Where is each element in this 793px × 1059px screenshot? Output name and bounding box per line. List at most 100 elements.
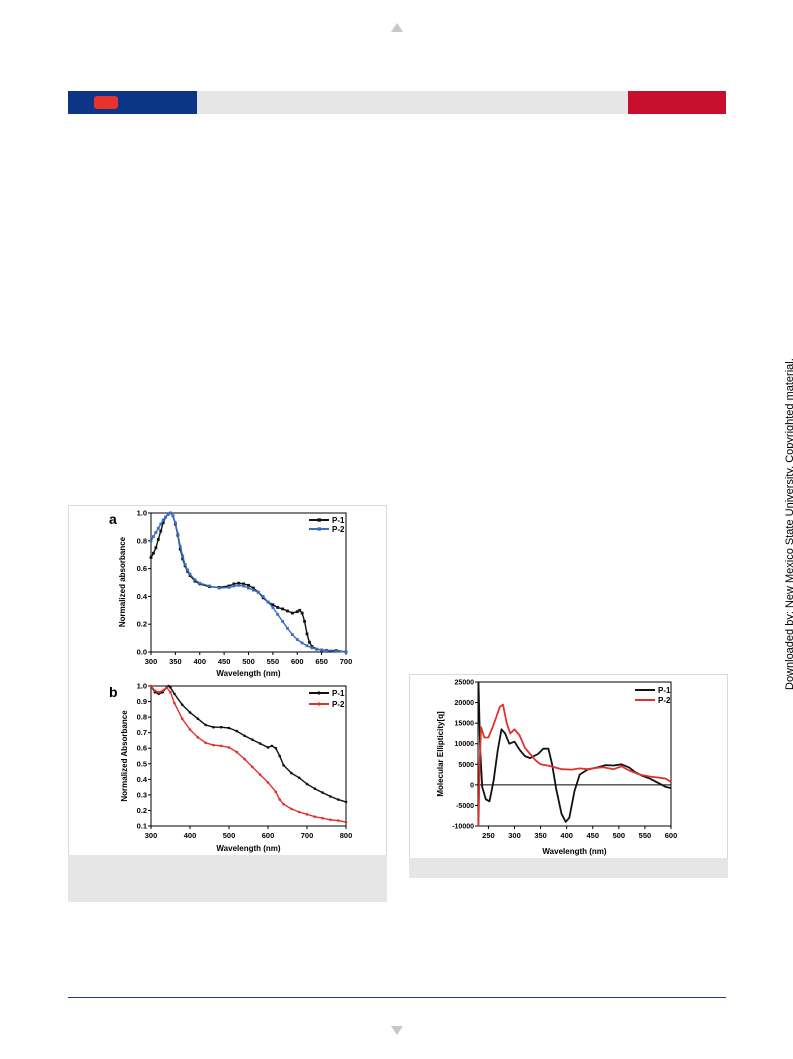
y-tick-label-b: 0.5: [137, 759, 147, 768]
data-point-b-p-2: [219, 744, 223, 748]
y-tick-label-b: 0.7: [137, 728, 147, 737]
y-tick-label-cd: -10000: [452, 824, 474, 831]
data-point-a-p-2: [300, 641, 304, 645]
data-point-b-p-1: [297, 776, 301, 780]
data-point-b-p-1: [227, 726, 231, 730]
data-point-b-p-2: [313, 815, 317, 818]
data-point-a-p-1: [300, 611, 304, 615]
data-point-b-p-2: [212, 743, 215, 747]
data-point-b-p-1: [329, 795, 332, 798]
y-tick-label-b: 0.4: [137, 775, 148, 784]
data-point-b-p-1: [336, 798, 340, 801]
data-point-b-p-2: [157, 690, 161, 694]
x-tick-label-cd: 500: [613, 831, 626, 840]
cd-figure: 250 300 350 400 450 500 550 600 -10000 -5000 0 5000…: [409, 674, 728, 859]
data-point-a-p-2: [166, 512, 170, 516]
data-point-a-p-2: [208, 584, 211, 588]
x-tick-label-a: 400: [193, 657, 206, 666]
y-tick-label-b: 0.6: [137, 744, 147, 753]
data-point-b-p-1: [321, 791, 324, 794]
page-down-icon[interactable]: [391, 1026, 403, 1035]
x-tick-label-cd: 400: [560, 831, 573, 840]
data-point-b-p-2: [344, 820, 348, 824]
data-point-a-p-2: [149, 539, 153, 543]
absorbance-figure-svg: a 300 350 400 450 500 550 600 650 700 0.0 0.2 0.4 0.6…: [109, 509, 353, 854]
x-tick-label-cd: 600: [665, 831, 678, 840]
data-point-a-p-2: [161, 518, 165, 522]
data-point-b-p-2: [278, 798, 281, 801]
x-tick-label-b: 700: [301, 831, 314, 840]
download-watermark: Downloaded by: New Mexico State Universi…: [784, 358, 793, 690]
x-tick-label-a: 700: [340, 657, 353, 666]
y-tick-label-cd: -5000: [456, 803, 474, 810]
y-axis-title-a: Normalized absorbance: [118, 536, 127, 627]
page-up-icon[interactable]: [391, 23, 403, 32]
data-point-a-p-2: [320, 648, 324, 652]
data-point-a-p-2: [152, 535, 155, 539]
legend-marker-a-p-1: [317, 518, 321, 522]
data-point-a-p-2: [178, 544, 182, 548]
data-point-b-p-2: [173, 701, 176, 705]
x-tick-label-b: 400: [184, 831, 197, 840]
data-point-a-p-2: [169, 511, 172, 515]
data-point-a-p-2: [237, 583, 241, 587]
absorbance-figure: a 300 350 400 450 500 550 600 650 700 0.0 0.2 0.4 0.6…: [68, 505, 387, 856]
data-point-a-p-1: [247, 583, 250, 587]
data-point-a-p-1: [178, 547, 182, 551]
y-tick-label-cd: 15000: [455, 721, 475, 728]
data-point-a-p-2: [247, 586, 250, 590]
data-point-b-p-1: [180, 703, 184, 706]
x-tick-label-a: 650: [315, 657, 328, 666]
data-point-a-p-2: [176, 532, 180, 536]
data-point-a-p-2: [188, 572, 192, 576]
x-tick-label-a: 350: [169, 657, 182, 666]
x-tick-label-cd: 250: [482, 831, 495, 840]
data-point-a-p-1: [286, 609, 289, 613]
data-point-b-p-2: [227, 746, 231, 749]
data-point-b-p-1: [278, 754, 281, 758]
data-point-a-p-1: [181, 557, 185, 561]
legend-label-a-p-1: P-1: [332, 516, 345, 525]
data-point-a-p-2: [266, 600, 270, 604]
x-tick-label-cd: 550: [639, 831, 652, 840]
brand-badge-icon: [94, 96, 118, 109]
legend-label-cd-p-1: P-1: [658, 686, 671, 695]
chart-cd: 250 300 350 400 450 500 550 600 -10000 -5000 0 5000…: [436, 680, 677, 857]
y-tick-label-a: 0.6: [137, 564, 147, 573]
panel-label-b: b: [109, 684, 118, 700]
data-point-a-p-2: [344, 650, 348, 654]
data-point-b-p-2: [149, 684, 153, 688]
data-point-b-p-2: [180, 717, 184, 720]
data-point-a-p-1: [298, 608, 302, 612]
plot-frame-cd: [477, 681, 672, 827]
data-point-b-p-2: [266, 781, 270, 784]
data-point-a-p-1: [161, 521, 165, 525]
data-point-b-p-1: [196, 717, 200, 720]
data-point-a-p-1: [271, 603, 275, 607]
data-point-b-p-1: [290, 771, 293, 775]
data-point-a-p-1: [159, 529, 163, 533]
data-point-a-p-2: [315, 647, 319, 651]
data-point-b-p-1: [204, 723, 207, 727]
data-point-a-p-1: [303, 620, 306, 623]
header-bar: [68, 91, 726, 114]
x-tick-label-a: 600: [291, 657, 304, 666]
data-point-a-p-2: [232, 584, 236, 588]
data-point-b-p-2: [282, 802, 285, 806]
y-tick-label-b: 0.9: [137, 697, 147, 706]
data-point-a-p-2: [156, 526, 160, 530]
series-line-a-p-1: [150, 512, 347, 653]
plot-frame-a: [150, 512, 347, 653]
series-line-cd-p-1: [477, 681, 672, 823]
data-point-a-p-1: [276, 606, 280, 609]
data-point-b-p-1: [266, 746, 270, 749]
data-point-b-p-1: [282, 764, 285, 767]
data-point-b-p-1: [235, 729, 239, 733]
data-point-b-p-1: [188, 711, 192, 714]
data-point-a-p-2: [334, 649, 338, 653]
data-point-b-p-1: [212, 725, 215, 729]
data-point-a-p-2: [193, 578, 197, 582]
x-axis-title-b: Wavelength (nm): [216, 844, 280, 853]
x-tick-label-cd: 350: [534, 831, 547, 840]
data-point-a-p-1: [232, 582, 236, 586]
